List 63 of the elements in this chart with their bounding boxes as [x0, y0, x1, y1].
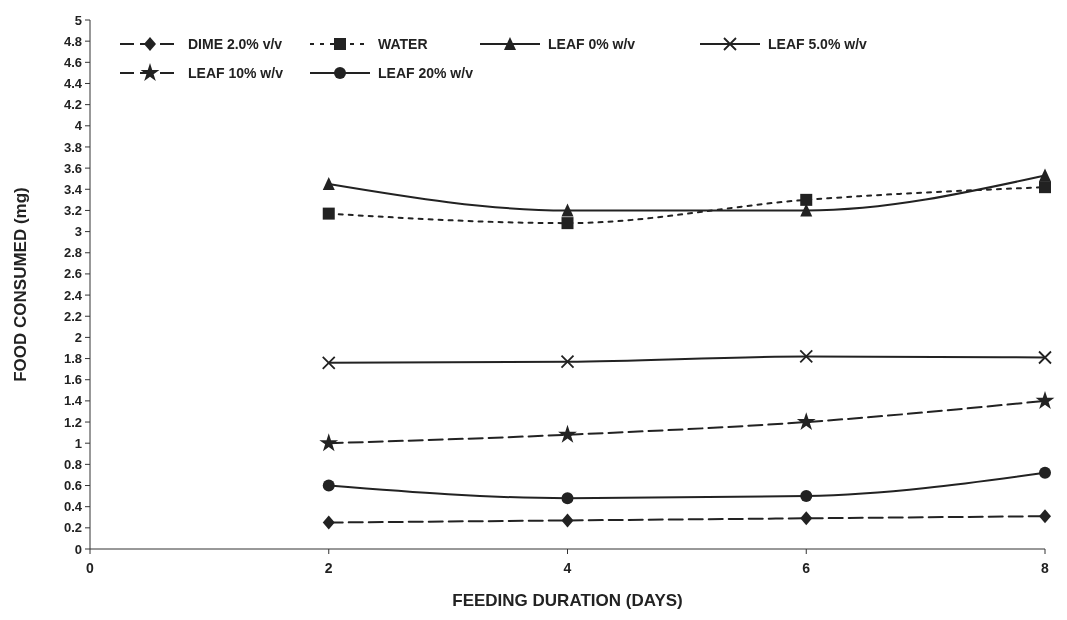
y-tick-label: 4.6: [63, 54, 82, 70]
point: [800, 203, 813, 217]
point: [1039, 181, 1051, 194]
point: [322, 479, 335, 492]
y-tick-label: 3.6: [63, 160, 82, 176]
y-tick-label: 4.2: [63, 97, 82, 113]
y-tick-label: 0.4: [63, 499, 83, 515]
point: [1039, 466, 1051, 479]
y-tick-label: 5: [74, 12, 82, 28]
y-tick-label: 2.8: [63, 245, 82, 261]
point: [799, 349, 814, 364]
point: [322, 207, 335, 220]
y-tick-label: 4.8: [63, 33, 82, 49]
y-tick-label: 1: [74, 435, 82, 451]
x-tick-label: 2: [324, 560, 333, 576]
point: [800, 193, 813, 206]
y-tick-label: 1.8: [63, 351, 82, 367]
legend-label: LEAF 20% w/v: [378, 64, 474, 81]
y-tick-label: 3: [74, 224, 82, 240]
point: [800, 511, 813, 526]
y-tick-label: 0.8: [63, 456, 82, 472]
point: [558, 424, 577, 443]
point: [1035, 390, 1055, 409]
y-tick-label: 1.2: [63, 414, 82, 430]
legend-label: WATER: [378, 35, 428, 52]
point: [561, 492, 574, 505]
y-axis-title: FOOD CONSUMED (mg): [11, 187, 30, 382]
point: [322, 515, 335, 530]
y-tick-label: 2.2: [63, 308, 82, 324]
y-tick-label: 3.2: [63, 202, 82, 218]
point: [561, 203, 574, 217]
point: [561, 217, 574, 230]
y-tick-label: 3.8: [63, 139, 82, 155]
point: [1039, 509, 1051, 524]
y-tick-label: 0.6: [63, 478, 82, 494]
y-tick-label: 1.4: [63, 393, 83, 409]
point: [1038, 350, 1052, 365]
y-tick-label: 0: [74, 541, 82, 557]
y-tick-label: 2.4: [63, 287, 83, 303]
legend-label: DIME 2.0% v/v: [188, 35, 283, 52]
y-tick-label: 1.6: [63, 372, 82, 388]
y-tick-label: 4: [74, 118, 83, 134]
y-tick-label: 2: [74, 329, 82, 345]
y-tick-label: 4.4: [63, 76, 83, 92]
point: [322, 176, 335, 190]
x-tick-label: 6: [802, 560, 811, 576]
point: [321, 355, 336, 370]
y-tick-label: 0.2: [63, 520, 82, 536]
x-tick-label: 4: [563, 560, 572, 576]
point: [796, 412, 816, 431]
point: [561, 513, 574, 528]
x-tick-label: 0: [86, 560, 95, 576]
point: [800, 490, 813, 503]
legend-label: LEAF 10% w/v: [188, 64, 284, 81]
y-tick-label: 2.6: [63, 266, 82, 282]
legend-label: LEAF 0% w/v: [548, 35, 636, 52]
y-tick-label: 3.4: [63, 181, 83, 197]
x-tick-label: 8: [1041, 560, 1050, 576]
legend-label: LEAF 5.0% w/v: [768, 35, 868, 52]
x-axis-title: FEEDING DURATION (DAYS): [452, 591, 683, 610]
point: [560, 354, 575, 369]
point: [1039, 168, 1051, 182]
point: [319, 433, 339, 452]
